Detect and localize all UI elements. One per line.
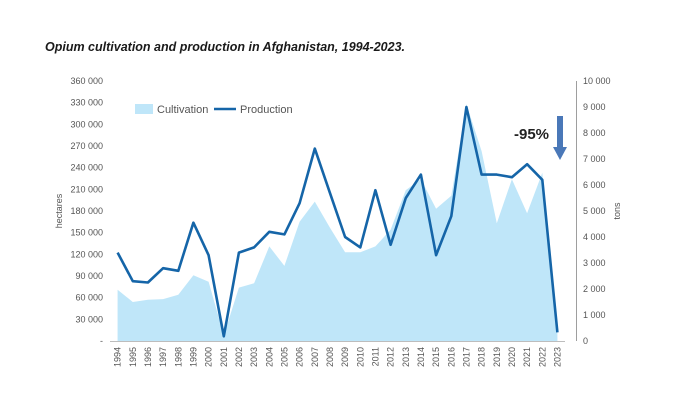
x-tick-label: 2003 — [249, 347, 259, 367]
left-tick-label: 360 000 — [70, 76, 103, 86]
right-tick-label: 7 000 — [583, 154, 606, 164]
x-tick-label: 2020 — [507, 347, 517, 367]
left-tick-label: 150 000 — [70, 228, 103, 238]
cultivation-area — [117, 104, 558, 341]
left-tick-label: 240 000 — [70, 163, 103, 173]
left-tick-label: 120 000 — [70, 249, 103, 259]
x-tick-label: 2010 — [355, 347, 365, 367]
y-left-axis-title: hectares — [54, 193, 64, 228]
legend-swatch-cultivation — [135, 104, 153, 114]
x-tick-label: 1994 — [113, 347, 123, 367]
x-tick-label: 2018 — [477, 347, 487, 367]
right-tick-label: 5 000 — [583, 206, 606, 216]
x-tick-label: 1995 — [128, 347, 138, 367]
left-tick-label: 60 000 — [75, 293, 103, 303]
right-tick-label: 9 000 — [583, 102, 606, 112]
right-tick-label: 1 000 — [583, 310, 606, 320]
right-tick-label: 8 000 — [583, 128, 606, 138]
right-tick-label: 2 000 — [583, 284, 606, 294]
right-tick-label: 3 000 — [583, 258, 606, 268]
annotation-label: -95% — [514, 126, 549, 143]
x-tick-label: 2011 — [370, 347, 380, 366]
x-tick-label: 2015 — [431, 347, 441, 367]
x-tick-label: 2012 — [386, 347, 396, 367]
x-tick-label: 2006 — [295, 347, 305, 367]
right-tick-label: 6 000 — [583, 180, 606, 190]
x-tick-label: 1999 — [188, 347, 198, 367]
x-tick-label: 2000 — [204, 347, 214, 367]
right-tick-label: 0 — [583, 336, 588, 346]
y-right-axis-title: tons — [612, 202, 622, 220]
legend-label-cultivation: Cultivation — [157, 104, 208, 116]
x-tick-label: 2001 — [219, 347, 229, 367]
x-tick-label: 2007 — [310, 347, 320, 367]
x-tick-label: 2013 — [401, 347, 411, 367]
left-tick-label: 330 000 — [70, 98, 103, 108]
x-tick-label: 2005 — [279, 347, 289, 367]
x-tick-label: 2016 — [446, 347, 456, 367]
x-tick-label: 2014 — [416, 347, 426, 367]
left-tick-label: 30 000 — [75, 314, 103, 324]
arrow-shaft — [557, 116, 563, 148]
x-tick-label: 2023 — [552, 347, 562, 367]
x-tick-label: 1996 — [143, 347, 153, 367]
right-tick-label: 4 000 — [583, 232, 606, 242]
right-tick-label: 10 000 — [583, 76, 611, 86]
left-tick-label: - — [100, 336, 103, 346]
x-tick-label: 2004 — [264, 347, 274, 367]
left-tick-label: 90 000 — [75, 271, 103, 281]
x-tick-label: 2022 — [537, 347, 547, 367]
x-tick-label: 2009 — [340, 347, 350, 367]
chart-title: Opium cultivation and production in Afgh… — [45, 40, 406, 54]
left-tick-label: 210 000 — [70, 184, 103, 194]
arrow-down-icon — [553, 147, 567, 160]
left-tick-label: 270 000 — [70, 141, 103, 151]
left-tick-label: 300 000 — [70, 119, 103, 129]
x-tick-label: 2017 — [461, 347, 471, 367]
production-line — [116, 105, 559, 338]
legend-label-production: Production — [240, 104, 293, 116]
x-tick-label: 2008 — [325, 347, 335, 367]
x-tick-label: 2002 — [234, 347, 244, 367]
x-tick-label: 2021 — [522, 347, 532, 367]
left-tick-label: 180 000 — [70, 206, 103, 216]
x-tick-label: 1997 — [158, 347, 168, 367]
x-tick-label: 2019 — [492, 347, 502, 367]
x-tick-label: 1998 — [173, 347, 183, 367]
